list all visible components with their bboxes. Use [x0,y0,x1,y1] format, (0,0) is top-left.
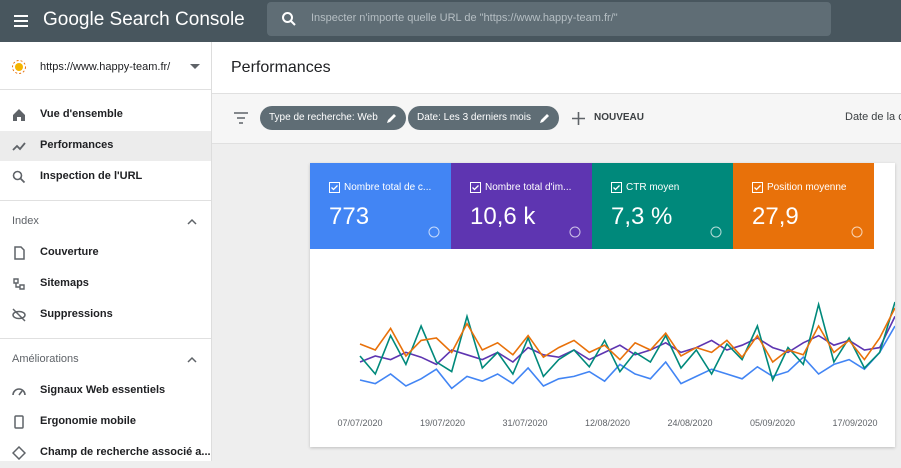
help-icon [851,226,863,238]
top-bar: Google Search Console Inspecter n'import… [0,0,901,42]
nav-icon [14,246,25,260]
divider [0,338,211,339]
collapse-icon[interactable] [187,356,197,363]
help-icon [710,226,722,238]
x-tick-label: 31/07/2020 [502,418,547,428]
search-placeholder: Inspecter n'importe quelle URL de "https… [311,12,618,24]
nav-item[interactable]: Ergonomie mobile [0,407,211,437]
chip-label: Date: Les 3 derniers mois [417,112,531,123]
nav-item[interactable]: Champ de recherche associé a... [0,438,211,468]
nav-label: Champ de recherche associé a... [40,446,211,458]
x-tick-label: 17/09/2020 [832,418,877,428]
chip-label: Type de recherche: Web [269,112,378,123]
series-line [359,307,895,364]
nav-label: Signaux Web essentiels [40,384,166,396]
checkbox [752,182,763,193]
nav-icon [12,142,26,151]
filter-chip[interactable]: Date: Les 3 derniers mois [408,106,559,130]
nav-item[interactable]: Inspection de l'URL [0,162,211,192]
x-tick-label: 05/09/2020 [750,418,795,428]
search-box[interactable]: Inspecter n'importe quelle URL de "https… [267,2,831,36]
nav-icon [12,446,26,460]
divider [0,200,211,201]
dropdown-arrow [190,64,200,69]
section-title: Améliorations [12,353,79,365]
x-tick-label: 12/08/2020 [585,418,630,428]
property-icon [12,60,26,74]
page-header: Performances [212,42,901,94]
section-title: Index [12,215,39,227]
chart: 07/07/2020 19/07/2020 31/07/2020 12/08/2020… [337,301,895,428]
filter-chip[interactable]: Type de recherche: Web [260,106,406,130]
metric-tile[interactable]: Nombre total de c... 773 [310,163,451,249]
date-label[interactable]: Date de la c [845,111,901,123]
nav-item[interactable]: Signaux Web essentiels [0,376,211,406]
nav-label: Inspection de l'URL [40,170,143,182]
metric-tile[interactable]: Nombre total d'im... 10,6 k [451,163,592,249]
checkbox [470,182,481,193]
help-icon [569,226,581,238]
nav-item[interactable]: Vue d'ensemble [0,100,211,130]
plus-icon [572,112,585,125]
metric-label: Nombre total d'im... [485,182,572,193]
search-icon [282,12,296,26]
nav-icon [12,308,26,322]
nav-item-active[interactable]: Performances [0,131,211,161]
series-line [359,316,895,366]
nav-icon [13,278,25,290]
filter-icon[interactable] [233,112,249,124]
nav-label: Vue d'ensemble [40,108,123,120]
x-tick-label: 24/08/2020 [667,418,712,428]
nav-icon [12,170,26,184]
metric-tile[interactable]: Position moyenne 27,9 [733,163,874,249]
x-tick-label: 19/07/2020 [420,418,465,428]
metric-value: 27,9 [752,203,799,230]
metric-label: Position moyenne [767,182,847,193]
series-line [359,325,895,390]
series-line [359,301,895,383]
metric-value: 10,6 k [470,203,536,230]
metric-label: Nombre total de c... [344,182,432,193]
property-url: https://www.happy-team.fr/ [40,61,171,73]
nav-label: Suppressions [40,308,113,320]
metric-value: 773 [329,203,370,230]
sidebar: https://www.happy-team.fr/ Vue d'ensembl… [0,42,212,461]
nav-item[interactable]: Suppressions [0,300,211,330]
metric-label: CTR moyen [626,182,680,193]
x-tick-label: 07/07/2020 [337,418,382,428]
metric-value: 7,3 % [611,203,673,230]
nav-item[interactable]: Sitemaps [0,269,211,299]
page-title: Performances [231,59,331,76]
product-name: Google Search Console [43,9,245,30]
nav-label: Performances [40,139,114,151]
checkbox [329,182,340,193]
metric-tile[interactable]: CTR moyen 7,3 % [592,163,733,249]
nav-label: Sitemaps [40,277,89,289]
new-button-label: NOUVEAU [594,112,645,123]
nav-icon [14,415,24,429]
nav-icon [13,109,25,121]
collapse-icon[interactable] [187,218,197,225]
edit-icon [386,114,396,123]
help-icon [428,226,440,238]
divider [0,89,211,90]
nav-icon [12,388,26,396]
property-selector[interactable]: https://www.happy-team.fr/ [0,52,211,82]
edit-icon [539,114,549,123]
checkbox [611,182,622,193]
nav-item[interactable]: Couverture [0,238,211,268]
nav-label: Ergonomie mobile [40,415,136,427]
menu-icon[interactable] [12,12,30,30]
nav-label: Couverture [40,246,99,258]
